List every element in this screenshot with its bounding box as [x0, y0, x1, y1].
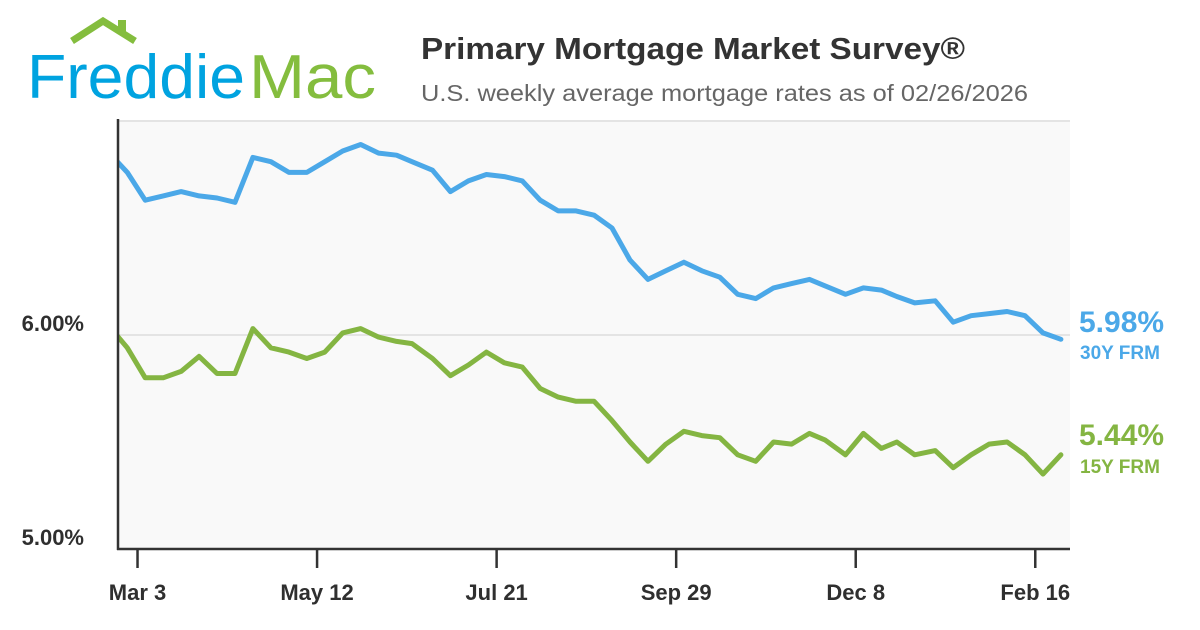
x-tick-label: Sep 29	[641, 580, 712, 605]
x-tick-label: Mar 3	[109, 580, 166, 605]
freddie-mac-logo: Freddie Mac	[27, 16, 376, 112]
chart-subtitle: U.S. weekly average mortgage rates as of…	[421, 80, 1028, 106]
x-tick-label: May 12	[280, 580, 353, 605]
logo-chimney-icon	[118, 20, 126, 32]
logo-text-freddie: Freddie	[27, 43, 245, 112]
x-tick-label: Dec 8	[826, 580, 885, 605]
series-name-label: 15Y FRM	[1080, 457, 1160, 478]
x-tick-label: Feb 16	[1000, 580, 1070, 605]
chart-title: Primary Mortgage Market Survey®	[421, 31, 965, 66]
logo-roof-icon	[70, 16, 137, 44]
series-name-label: 30Y FRM	[1080, 343, 1160, 364]
series-end-value: 5.98%	[1079, 306, 1164, 339]
series-line-15y-frm	[118, 326, 1064, 477]
x-tick-label: Jul 21	[465, 580, 527, 605]
y-tick-label: 6.00%	[22, 311, 84, 336]
series-line-30y-frm	[118, 142, 1064, 342]
logo-text-mac: Mac	[249, 43, 376, 112]
series-end-value: 5.44%	[1079, 419, 1164, 452]
y-tick-label: 5.00%	[22, 525, 84, 550]
